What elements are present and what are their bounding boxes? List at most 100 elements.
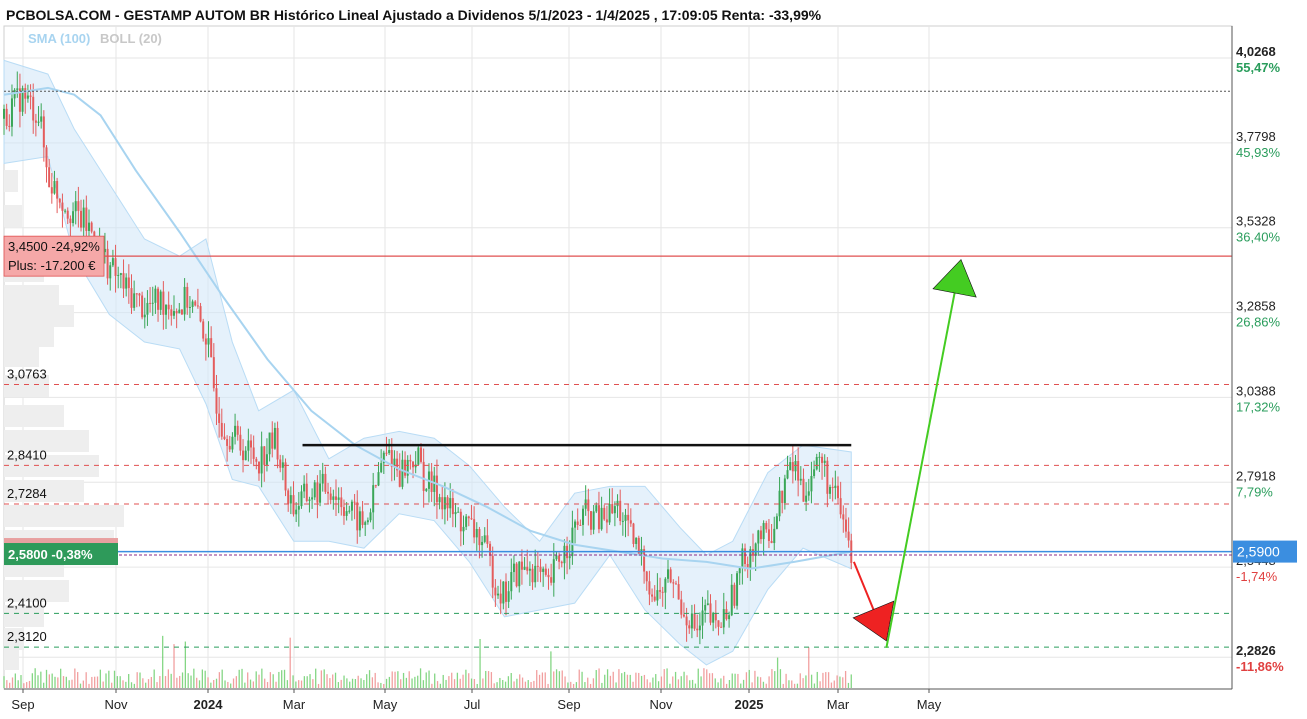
candle-body <box>13 89 16 99</box>
candle-body <box>542 568 545 572</box>
candle-body <box>659 590 662 592</box>
candle-body <box>327 491 330 494</box>
candle-body <box>103 248 106 253</box>
candle-body <box>728 615 731 620</box>
candle-body <box>680 599 683 615</box>
candle-body <box>629 520 632 524</box>
legend: SMA (100) BOLL (20) <box>28 31 162 46</box>
arrow-down-head <box>852 600 895 642</box>
candle-body <box>361 511 364 525</box>
candle-body <box>730 584 733 616</box>
candle-body <box>146 302 149 315</box>
candle-body <box>563 545 566 564</box>
candle-body <box>159 291 162 310</box>
candle-body <box>324 473 327 492</box>
candle-body <box>523 566 526 570</box>
candle-body <box>829 486 832 494</box>
last-price-badge-bg <box>4 543 118 566</box>
candle-body <box>305 483 308 501</box>
candle-body <box>226 439 229 446</box>
candle-body <box>475 529 478 538</box>
candle-body <box>600 507 603 530</box>
candle-body <box>348 510 351 512</box>
dashed-level-label: 2,7284 <box>7 486 47 501</box>
candle-body <box>340 497 343 508</box>
candle-body <box>539 566 542 572</box>
candle-body <box>576 521 579 525</box>
y-tick-percent: 17,32% <box>1236 399 1281 414</box>
arrow-up-shaft <box>885 292 956 648</box>
last-price-badge: 2,5800 -0,38% <box>4 538 118 566</box>
candle-body <box>504 581 507 602</box>
candle-body <box>228 445 231 450</box>
candle-body <box>568 556 571 559</box>
candle-body <box>5 108 8 126</box>
candle-body <box>810 475 813 492</box>
candle-body <box>770 540 773 544</box>
candle-body <box>335 496 338 500</box>
volume-profile-bar <box>4 170 18 192</box>
candle-body <box>619 500 622 521</box>
candle-body <box>372 485 375 513</box>
candle-body <box>374 485 377 487</box>
candle-body <box>802 478 805 502</box>
candle-body <box>632 523 635 544</box>
volume-profile-bar <box>4 345 39 367</box>
candle-body <box>749 549 752 569</box>
dashed-level-label: 2,4100 <box>7 595 47 610</box>
candle-body <box>826 460 829 494</box>
candle-body <box>653 596 656 601</box>
candle-body <box>149 302 152 304</box>
candle-body <box>725 609 728 620</box>
candle-body <box>608 504 611 523</box>
candle-body <box>674 583 677 585</box>
candle-body <box>651 594 654 597</box>
candle-body <box>364 522 367 525</box>
y-tick-percent: -1,74% <box>1236 569 1278 584</box>
volume-profile-bar <box>4 405 64 427</box>
candle-body <box>175 311 178 314</box>
candle-body <box>534 565 537 583</box>
volume-profile-bar <box>4 580 69 602</box>
candle-body <box>69 218 72 224</box>
candle-body <box>204 338 207 345</box>
candle-body <box>454 512 457 515</box>
y-tick-price: 3,5328 <box>1236 214 1276 229</box>
candle-body <box>215 388 218 414</box>
candle-body <box>53 180 56 194</box>
candle-body <box>260 446 263 474</box>
candle-body <box>813 469 816 476</box>
candle-body <box>143 314 146 318</box>
candle-body <box>50 187 53 194</box>
candle-body <box>823 460 826 463</box>
candle-body <box>292 495 295 515</box>
candle-body <box>109 265 112 279</box>
volume-profile-bar <box>4 628 24 650</box>
target-plus-label: Plus: -17.200 € <box>8 258 96 273</box>
candle-body <box>231 436 234 450</box>
candle-body <box>449 498 452 509</box>
candle-body <box>202 321 205 339</box>
candle-body <box>382 452 385 464</box>
candle-body <box>560 561 563 564</box>
candle-body <box>48 167 51 188</box>
candle-body <box>114 258 117 276</box>
candle-body <box>377 472 380 486</box>
legend-boll[interactable]: BOLL (20) <box>100 31 162 46</box>
candle-body <box>836 485 839 499</box>
candle-body <box>685 616 688 626</box>
candle-body <box>547 574 550 578</box>
candle-body <box>425 488 428 491</box>
candle-body <box>135 293 138 295</box>
candle-body <box>398 470 401 487</box>
candle-body <box>815 457 818 470</box>
candle-body <box>693 613 696 629</box>
candle-body <box>157 288 160 310</box>
candle-body <box>767 529 770 541</box>
legend-sma[interactable]: SMA (100) <box>28 31 90 46</box>
target-level-badge-bg <box>3 235 105 277</box>
candle-body <box>64 210 67 212</box>
candle-body <box>353 501 356 503</box>
volume-profile-bar <box>4 480 84 502</box>
